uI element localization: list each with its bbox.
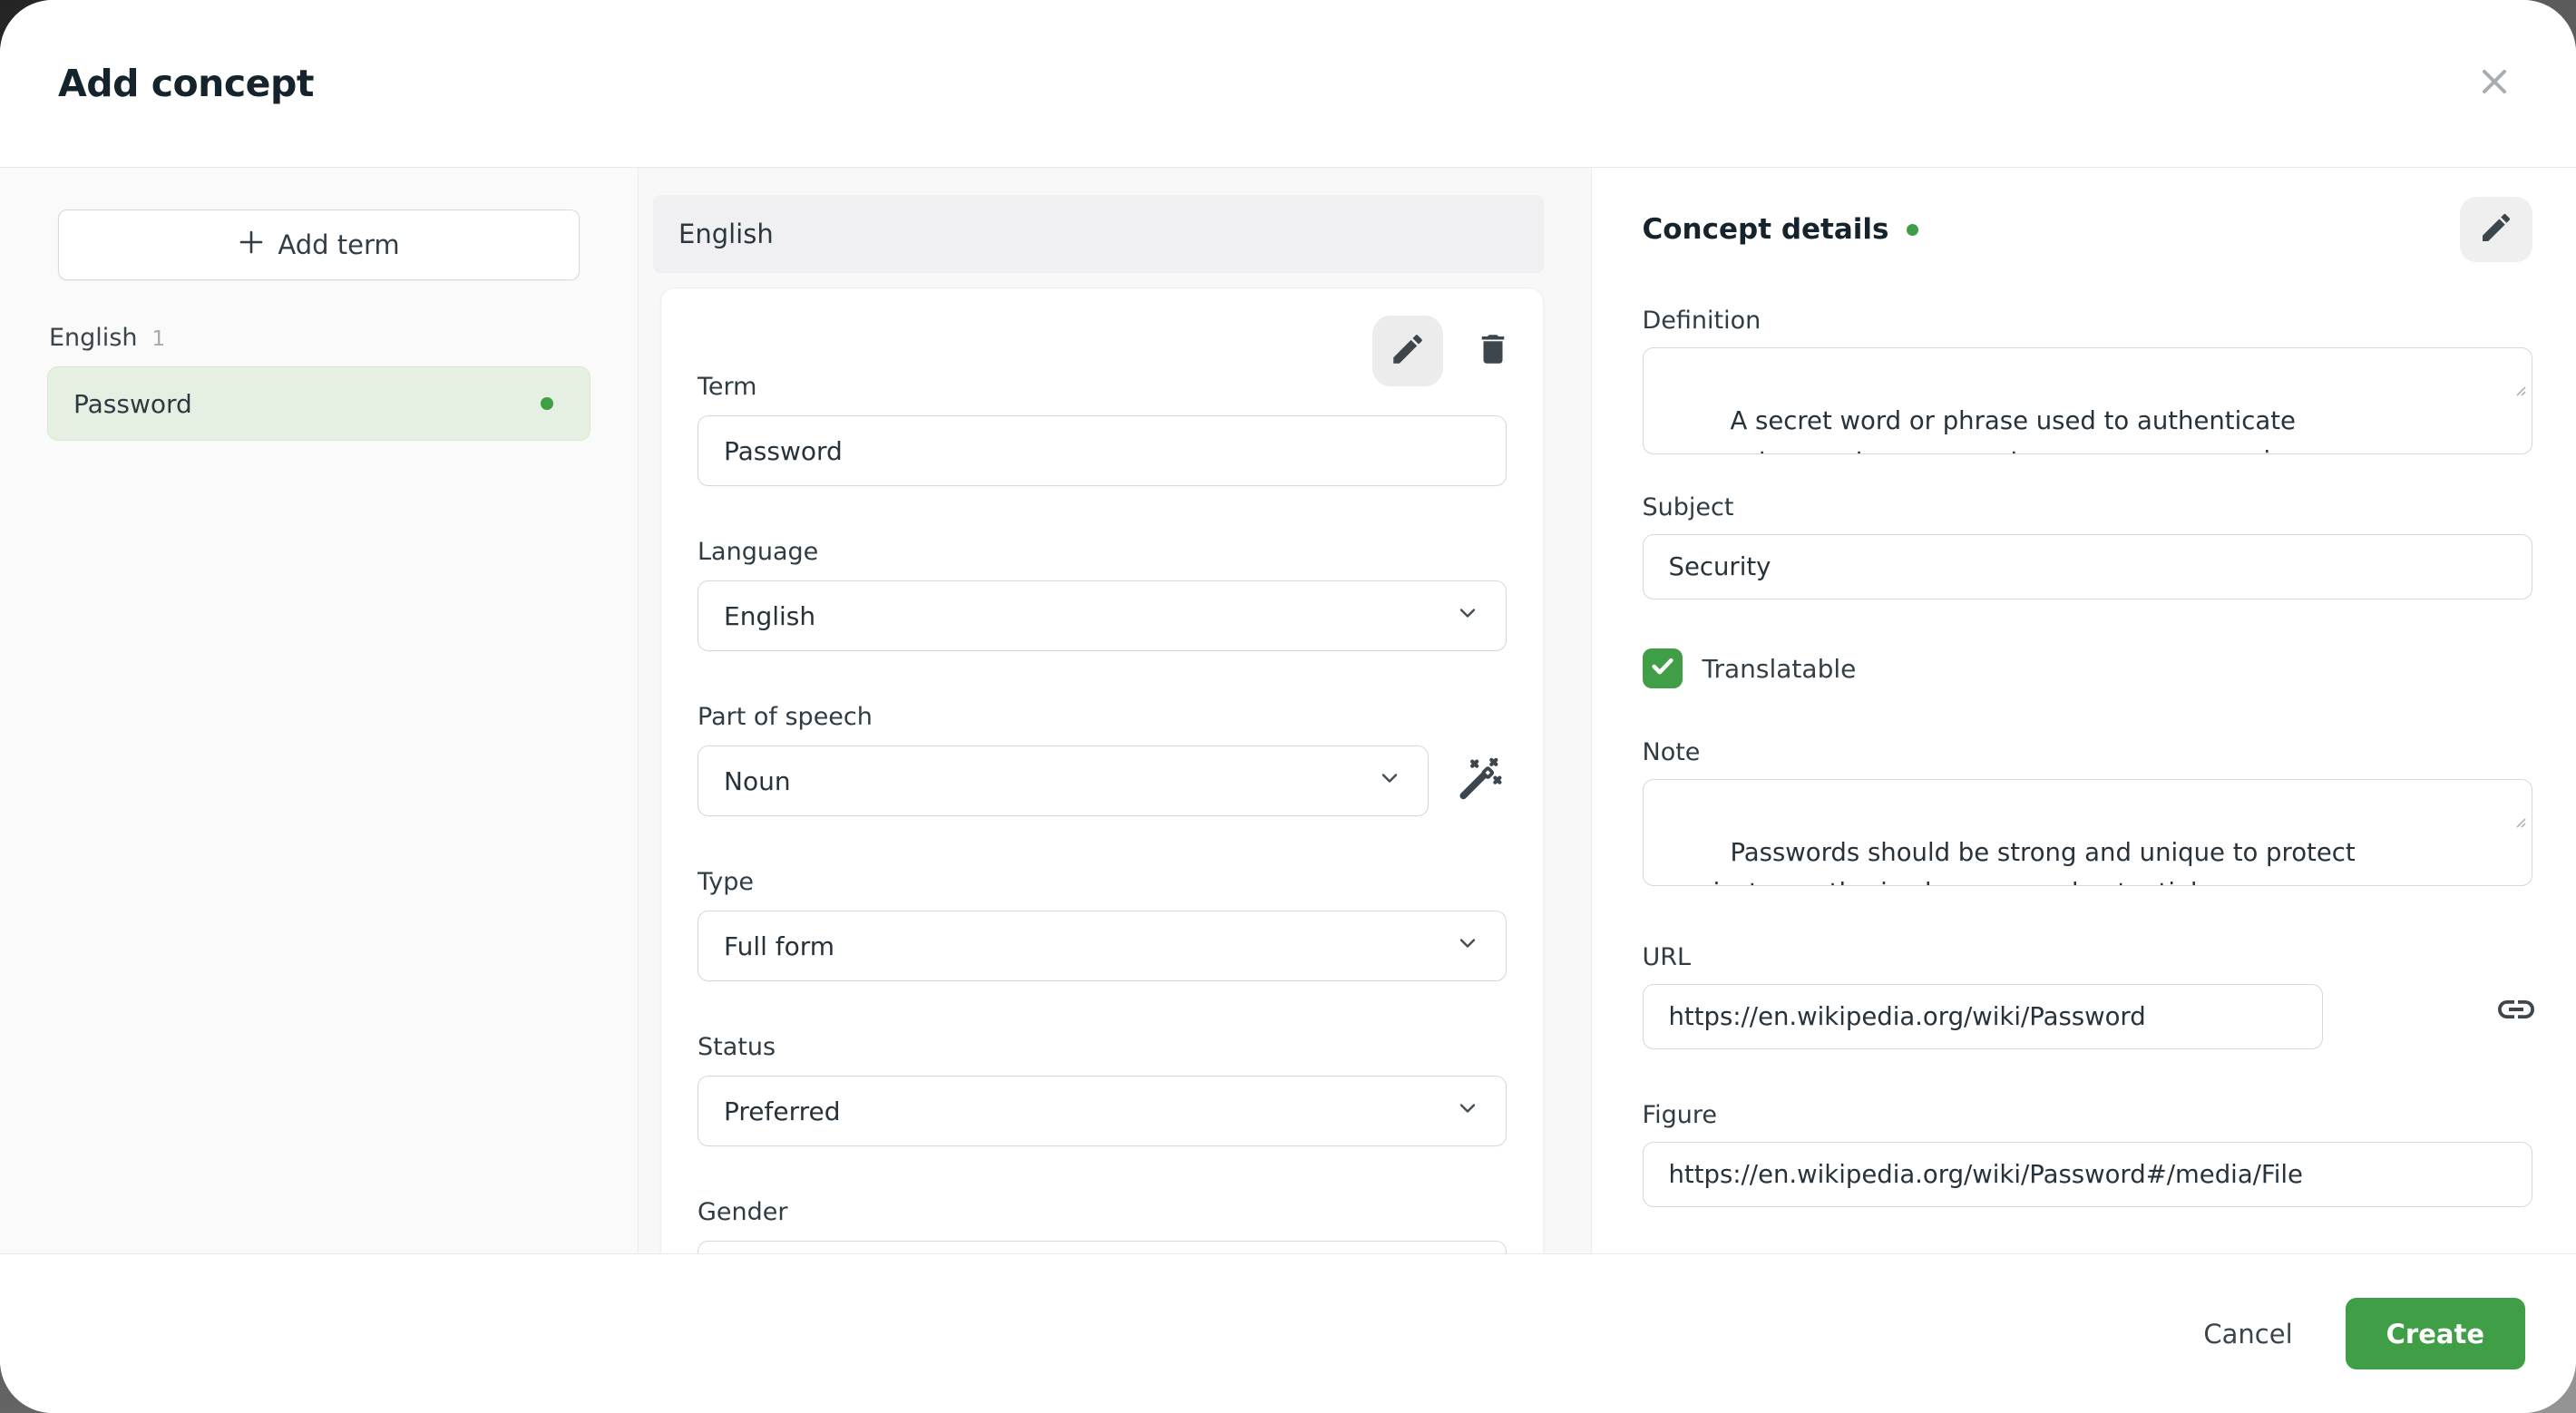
- pencil-icon: [2478, 210, 2514, 249]
- term-group-label: English 1: [47, 324, 590, 352]
- url-input[interactable]: [1642, 984, 2323, 1049]
- definition-text: A secret word or phrase used to authenti…: [1667, 406, 2303, 453]
- translatable-label: Translatable: [1702, 653, 1857, 684]
- field-language: Language English: [698, 537, 1507, 651]
- dialog-footer: Cancel Create: [0, 1253, 2576, 1413]
- page-title: Add concept: [58, 62, 314, 105]
- edit-details-button[interactable]: [2460, 197, 2532, 262]
- language-select[interactable]: English: [698, 580, 1507, 651]
- term-group-count: 1: [151, 327, 166, 351]
- url-label: URL: [1642, 943, 1692, 971]
- add-term-label: Add term: [278, 229, 400, 260]
- figure-label: Figure: [1642, 1101, 1717, 1129]
- translatable-field: Translatable: [1642, 648, 2533, 688]
- check-icon: [1649, 653, 1676, 684]
- figure-input[interactable]: [1642, 1142, 2532, 1207]
- subject-input[interactable]: [1642, 534, 2532, 599]
- term-section-title: English: [678, 219, 774, 249]
- open-link-button[interactable]: [2494, 988, 2538, 1035]
- term-item-label: Password: [73, 388, 192, 419]
- term-input[interactable]: [698, 415, 1507, 486]
- term-status-dot: [541, 397, 553, 410]
- details-title: Concept details: [1642, 213, 1889, 246]
- field-gender-label: Gender: [698, 1198, 788, 1226]
- field-term-label: Term: [698, 373, 757, 401]
- term-card: Term Language English Part of speech: [660, 287, 1544, 1253]
- pencil-icon: [1389, 330, 1427, 372]
- note-label: Note: [1642, 738, 1701, 766]
- ai-suggest-button[interactable]: [1458, 755, 1507, 807]
- resize-handle-icon[interactable]: [2434, 780, 2527, 881]
- subject-label: Subject: [1642, 493, 1734, 521]
- add-term-button[interactable]: Add term: [58, 210, 580, 280]
- field-status-label: Status: [698, 1033, 776, 1061]
- definition-textarea[interactable]: A secret word or phrase used to authenti…: [1642, 347, 2532, 454]
- field-gender: Gender Neuter: [698, 1197, 1507, 1253]
- field-type: Type Full form: [698, 867, 1507, 981]
- term-group-language: English: [49, 324, 138, 352]
- plus-icon: [238, 229, 265, 262]
- chevron-down-icon: [1455, 931, 1480, 962]
- sidebar: Add term English 1 Password: [0, 168, 639, 1253]
- url-field: [1642, 973, 2534, 1049]
- field-type-label: Type: [698, 868, 755, 896]
- chevron-down-icon: [1377, 765, 1402, 797]
- term-list-item-password[interactable]: Password: [47, 366, 590, 441]
- chevron-down-icon: [1455, 1096, 1480, 1127]
- trash-icon: [1474, 330, 1512, 372]
- field-term: Term: [698, 372, 1507, 486]
- close-button[interactable]: [2473, 62, 2516, 105]
- term-section: English Term: [639, 168, 1592, 1253]
- dialog-header: Add concept: [0, 0, 2576, 168]
- part-of-speech-select[interactable]: Noun: [698, 745, 1429, 816]
- create-button[interactable]: Create: [2345, 1298, 2525, 1369]
- term-card-actions: [1371, 316, 1512, 386]
- field-language-label: Language: [698, 538, 819, 566]
- link-icon: [2494, 988, 2538, 1035]
- details-panel: Concept details Definition A secret word…: [1591, 168, 2576, 1253]
- note-textarea[interactable]: Passwords should be strong and unique to…: [1642, 779, 2532, 886]
- status-select-value: Preferred: [724, 1096, 841, 1126]
- delete-term-button[interactable]: [1474, 330, 1512, 372]
- resize-handle-icon[interactable]: [2434, 348, 2527, 449]
- close-icon: [2481, 68, 2508, 99]
- language-select-value: English: [724, 600, 816, 631]
- term-group: English 1 Password: [47, 324, 590, 441]
- chevron-down-icon: [1455, 600, 1480, 632]
- gender-select[interactable]: Neuter: [698, 1241, 1507, 1253]
- definition-label: Definition: [1642, 307, 1761, 335]
- dialog-body: Add term English 1 Password English: [0, 168, 2576, 1253]
- field-status: Status Preferred: [698, 1032, 1507, 1146]
- field-part-of-speech-label: Part of speech: [698, 703, 873, 731]
- type-select-value: Full form: [724, 931, 835, 961]
- edit-term-button[interactable]: [1371, 316, 1443, 386]
- magic-wand-icon: [1458, 755, 1507, 807]
- field-part-of-speech: Part of speech Noun: [698, 702, 1507, 816]
- details-status-dot: [1907, 223, 1919, 236]
- note-text: Passwords should be strong and unique to…: [1667, 838, 2356, 885]
- type-select[interactable]: Full form: [698, 911, 1507, 981]
- cancel-button[interactable]: Cancel: [2203, 1318, 2293, 1350]
- status-select[interactable]: Preferred: [698, 1076, 1507, 1146]
- term-section-header: English: [653, 195, 1544, 273]
- part-of-speech-select-value: Noun: [724, 765, 791, 796]
- translatable-checkbox[interactable]: [1642, 648, 1683, 688]
- details-header: Concept details: [1642, 197, 2532, 262]
